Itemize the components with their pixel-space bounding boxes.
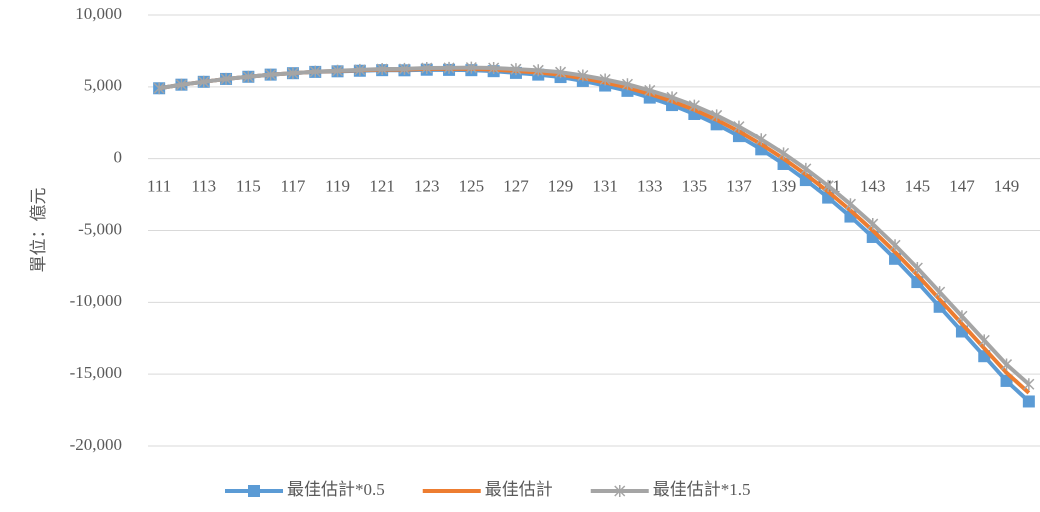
x-tick-label: 137 bbox=[726, 177, 752, 196]
x-tick-label: 139 bbox=[771, 177, 797, 196]
marker bbox=[242, 70, 254, 83]
y-tick-label: 5,000 bbox=[84, 76, 122, 95]
marker bbox=[198, 75, 210, 88]
x-tick-label: 117 bbox=[281, 177, 306, 196]
series-line bbox=[158, 65, 1031, 386]
marker bbox=[309, 65, 321, 78]
x-tick-label: 147 bbox=[949, 177, 975, 196]
x-tick-label: 145 bbox=[905, 177, 931, 196]
legend-label: 最佳估計*0.5 bbox=[287, 480, 385, 499]
y-tick-label: -20,000 bbox=[70, 435, 122, 454]
y-tick-label: 0 bbox=[114, 148, 123, 167]
y-tick-label: -10,000 bbox=[70, 291, 122, 310]
legend-marker bbox=[248, 485, 260, 497]
marker bbox=[153, 82, 165, 95]
y-axis-title: 單位：億元 bbox=[29, 188, 48, 273]
marker bbox=[555, 66, 567, 79]
marker bbox=[1001, 358, 1013, 371]
marker bbox=[510, 63, 522, 76]
x-tick-label: 129 bbox=[548, 177, 574, 196]
x-tick-label: 133 bbox=[637, 177, 663, 196]
marker bbox=[220, 72, 232, 85]
marker bbox=[599, 73, 611, 86]
x-tick-label: 131 bbox=[592, 177, 618, 196]
marker bbox=[175, 78, 187, 91]
x-tick-label: 127 bbox=[503, 177, 529, 196]
legend-label: 最佳估計 bbox=[485, 480, 553, 499]
marker bbox=[755, 133, 767, 146]
marker bbox=[532, 64, 544, 77]
marker bbox=[644, 84, 656, 97]
marker bbox=[867, 218, 879, 231]
series-line bbox=[158, 67, 1031, 403]
marker bbox=[398, 62, 410, 75]
marker bbox=[332, 64, 344, 77]
marker bbox=[778, 147, 790, 160]
marker bbox=[488, 62, 500, 75]
marker bbox=[265, 68, 277, 81]
marker bbox=[688, 99, 700, 112]
x-tick-label: 143 bbox=[860, 177, 886, 196]
legend-marker bbox=[614, 485, 626, 497]
marker bbox=[465, 61, 477, 74]
marker bbox=[421, 62, 433, 75]
x-tick-label: 135 bbox=[682, 177, 708, 196]
marker bbox=[844, 198, 856, 211]
marker bbox=[733, 120, 745, 133]
x-tick-label: 121 bbox=[369, 177, 395, 196]
marker bbox=[354, 63, 366, 76]
y-tick-label: 10,000 bbox=[75, 4, 122, 23]
marker bbox=[1023, 378, 1035, 391]
marker bbox=[1022, 395, 1035, 408]
marker bbox=[287, 67, 299, 80]
x-tick-label: 125 bbox=[459, 177, 485, 196]
marker bbox=[376, 63, 388, 76]
marker bbox=[666, 91, 678, 104]
marker bbox=[711, 109, 723, 122]
x-tick-label: 149 bbox=[994, 177, 1020, 196]
legend-label: 最佳估計*1.5 bbox=[653, 480, 751, 499]
marker bbox=[934, 286, 946, 299]
marker bbox=[911, 261, 923, 274]
marker bbox=[710, 118, 723, 131]
marker bbox=[800, 162, 812, 175]
marker bbox=[443, 61, 455, 74]
x-tick-label: 113 bbox=[191, 177, 216, 196]
marker bbox=[822, 179, 834, 192]
marker bbox=[889, 239, 901, 252]
x-tick-label: 123 bbox=[414, 177, 440, 196]
y-tick-label: -5,000 bbox=[78, 219, 122, 238]
marker bbox=[577, 69, 589, 82]
x-tick-label: 115 bbox=[236, 177, 261, 196]
y-tick-label: -15,000 bbox=[70, 363, 122, 382]
marker bbox=[956, 310, 968, 323]
x-tick-label: 119 bbox=[325, 177, 350, 196]
marker bbox=[978, 334, 990, 347]
x-tick-label: 111 bbox=[147, 177, 171, 196]
marker bbox=[621, 78, 633, 91]
